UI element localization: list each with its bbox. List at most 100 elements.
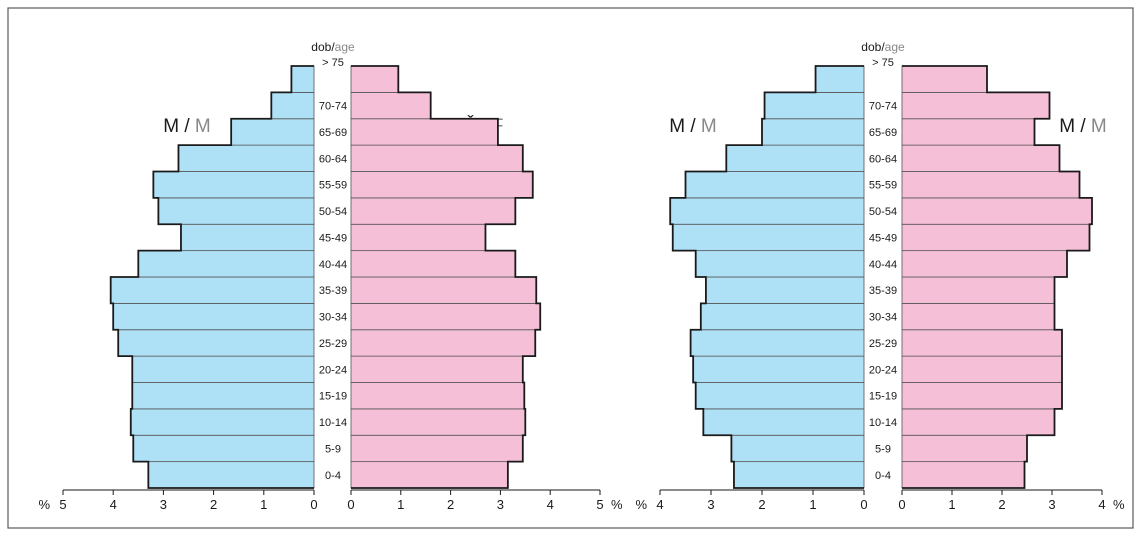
right-sex-separator: / xyxy=(1075,116,1091,137)
left-sex-label: M / M xyxy=(163,116,211,137)
age-label-4: 20-24 xyxy=(319,364,347,376)
age-header-english: age xyxy=(335,40,355,54)
bar-left-4 xyxy=(692,355,865,383)
bar-left-3 xyxy=(131,382,315,410)
age-label-10: 50-54 xyxy=(869,206,897,218)
left-tick-label-0: 4 xyxy=(656,497,663,512)
age-label-8: 40-44 xyxy=(319,259,347,271)
age-label-6: 30-34 xyxy=(869,312,897,324)
left-axis-ticks: 5 4 3 2 1 0 xyxy=(59,490,318,512)
bar-right-12 xyxy=(901,144,1060,172)
right-tick-label-1: 1 xyxy=(397,497,404,512)
bar-left-1 xyxy=(132,434,315,463)
bar-left-5 xyxy=(117,329,315,357)
bar-right-2 xyxy=(901,408,1055,436)
right-axis-unit: % xyxy=(611,497,623,512)
bar-right-14 xyxy=(350,91,432,120)
right-tick-label-4: 4 xyxy=(1098,497,1105,512)
left-tick-label-1: 4 xyxy=(110,497,117,512)
right-tick-label-5: 5 xyxy=(596,497,603,512)
female-outline xyxy=(351,65,542,489)
left-sex-local: M xyxy=(163,116,179,137)
bar-right-5 xyxy=(350,329,536,357)
right-axis-unit: % xyxy=(1113,497,1125,512)
bar-left-9 xyxy=(180,223,315,252)
right-sex-label: M / M xyxy=(1059,116,1107,137)
bar-right-10 xyxy=(901,197,1093,225)
right-tick-label-4: 4 xyxy=(547,497,554,512)
left-tick-label-1: 3 xyxy=(707,497,714,512)
left-axis-unit: % xyxy=(38,497,50,512)
bar-right-5 xyxy=(901,329,1063,357)
bar-left-0 xyxy=(147,461,315,489)
bar-left-8 xyxy=(137,250,315,278)
left-tick-label-4: 0 xyxy=(860,497,867,512)
bar-right-3 xyxy=(350,382,525,410)
age-label-7: 35-39 xyxy=(319,285,347,297)
bar-left-2 xyxy=(702,408,865,436)
right-tick-label-0: 0 xyxy=(898,497,905,512)
age-label-15: > 75 xyxy=(872,57,894,69)
bar-left-2 xyxy=(130,408,315,436)
age-label-2: 10-14 xyxy=(869,417,897,429)
bar-right-0 xyxy=(350,461,509,489)
right-tick-label-2: 2 xyxy=(447,497,454,512)
bar-right-4 xyxy=(901,355,1063,383)
right-tick-label-1: 1 xyxy=(948,497,955,512)
bar-right-6 xyxy=(350,302,541,331)
age-label-12: 60-64 xyxy=(869,153,897,165)
age-label-8: 40-44 xyxy=(869,259,897,271)
age-header-separator: / xyxy=(331,40,335,54)
left-sex-label: M / M xyxy=(669,116,717,137)
age-label-6: 30-34 xyxy=(319,312,347,324)
bar-left-5 xyxy=(690,329,865,357)
bar-left-11 xyxy=(152,171,315,199)
bar-left-1 xyxy=(731,434,865,463)
bar-right-9 xyxy=(350,223,486,252)
right-sex-local: M xyxy=(1059,116,1075,137)
bar-right-15 xyxy=(350,65,399,93)
right-tick-label-0: 0 xyxy=(347,497,354,512)
left-tick-label-0: 5 xyxy=(59,497,66,512)
age-label-3: 15-19 xyxy=(869,391,897,403)
bar-right-3 xyxy=(901,382,1063,410)
age-label-12: 60-64 xyxy=(319,153,347,165)
bar-left-10 xyxy=(157,197,315,225)
bar-left-13 xyxy=(761,118,865,146)
male-outline xyxy=(669,65,864,489)
age-header-local: dob xyxy=(861,40,881,54)
bar-left-6 xyxy=(700,302,865,331)
bar-right-4 xyxy=(350,355,524,383)
bar-right-13 xyxy=(901,118,1035,146)
bar-left-13 xyxy=(230,118,315,146)
age-label-10: 50-54 xyxy=(319,206,347,218)
bar-right-8 xyxy=(901,250,1068,278)
age-label-11: 55-59 xyxy=(869,180,897,192)
female-bars xyxy=(350,65,541,489)
female-bars xyxy=(901,65,1093,489)
bar-left-12 xyxy=(178,144,315,172)
bar-right-1 xyxy=(350,434,524,463)
age-label-9: 45-49 xyxy=(869,232,897,244)
bar-right-1 xyxy=(901,434,1028,463)
bar-right-0 xyxy=(901,461,1025,489)
bar-right-7 xyxy=(901,276,1055,304)
bar-right-7 xyxy=(350,276,537,304)
male-bars xyxy=(110,65,315,489)
bar-left-7 xyxy=(110,276,315,304)
right-tick-label-3: 3 xyxy=(497,497,504,512)
age-label-14: 70-74 xyxy=(869,101,897,113)
right-tick-label-2: 2 xyxy=(998,497,1005,512)
bar-right-10 xyxy=(350,197,516,225)
left-sex-separator: / xyxy=(179,116,195,137)
bar-left-14 xyxy=(270,91,315,120)
left-tick-label-5: 0 xyxy=(310,497,317,512)
bar-right-9 xyxy=(901,223,1090,252)
bar-left-3 xyxy=(695,382,865,410)
bar-left-14 xyxy=(764,91,865,120)
bar-left-0 xyxy=(733,461,865,489)
bar-left-15 xyxy=(291,65,315,93)
